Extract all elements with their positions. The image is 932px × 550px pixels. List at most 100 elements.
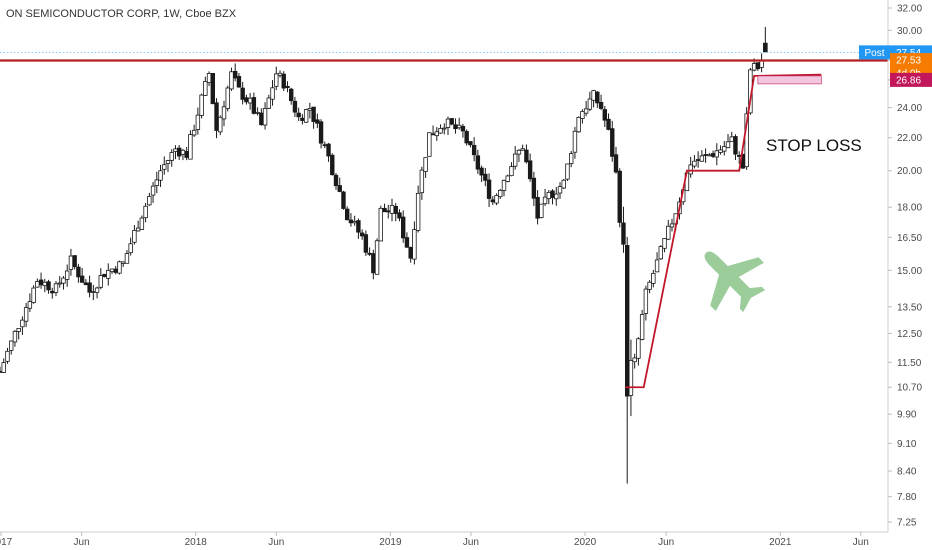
candle-body bbox=[285, 85, 290, 88]
time-tick-label: Jun bbox=[74, 537, 90, 548]
candle-body bbox=[442, 127, 447, 130]
candle-body bbox=[378, 207, 383, 242]
candle-body bbox=[169, 152, 174, 161]
candle-body bbox=[610, 128, 615, 157]
candle-body bbox=[333, 174, 339, 187]
candle-body bbox=[20, 319, 25, 328]
candle-body bbox=[412, 229, 417, 260]
candle-body bbox=[83, 282, 89, 285]
candle-body bbox=[707, 154, 712, 157]
candle-body bbox=[520, 148, 525, 151]
candle-body bbox=[621, 222, 626, 245]
candle-body bbox=[337, 185, 342, 192]
candle-body bbox=[430, 133, 436, 136]
candle-body bbox=[0, 371, 3, 373]
airplane-icon bbox=[704, 251, 766, 313]
candle-body bbox=[479, 167, 484, 176]
candle-body bbox=[262, 108, 268, 126]
candle-body bbox=[344, 208, 350, 221]
candle-body bbox=[76, 266, 81, 278]
candle-body bbox=[658, 246, 663, 260]
candle-body bbox=[580, 111, 585, 119]
candle-body bbox=[751, 63, 757, 71]
price-tick-label: 24.00 bbox=[897, 103, 922, 114]
candle-body bbox=[57, 282, 62, 285]
candle-body bbox=[12, 330, 18, 343]
candle-body bbox=[527, 160, 533, 180]
candle-body bbox=[513, 153, 518, 167]
candle-body bbox=[662, 238, 667, 249]
candle-body bbox=[692, 160, 697, 167]
stop-price-value: 26.86 bbox=[896, 75, 921, 86]
candle-body bbox=[46, 281, 51, 291]
candle-body bbox=[109, 268, 115, 272]
candle-body bbox=[232, 70, 238, 79]
candle-body bbox=[524, 149, 529, 163]
candle-body bbox=[229, 71, 234, 90]
candle-body bbox=[359, 232, 365, 237]
candle-body bbox=[408, 246, 413, 259]
candle-body bbox=[666, 225, 671, 240]
price-tick-label: 30.00 bbox=[897, 26, 922, 37]
candle-body bbox=[498, 189, 503, 198]
candle-body bbox=[38, 279, 44, 286]
candle-body bbox=[135, 227, 141, 232]
candle-body bbox=[251, 97, 257, 114]
candle-body bbox=[501, 179, 507, 191]
candle-body bbox=[434, 131, 439, 137]
last-price-value: 27.53 bbox=[896, 56, 921, 67]
candle-body bbox=[296, 112, 301, 118]
candle-body bbox=[23, 307, 29, 322]
candle-body bbox=[572, 130, 578, 153]
candle-body bbox=[53, 283, 59, 293]
candle-body bbox=[322, 144, 327, 147]
candle-body bbox=[281, 73, 286, 89]
price-tick-label: 22.00 bbox=[897, 133, 922, 144]
candle-body bbox=[356, 220, 361, 233]
candle-body bbox=[348, 219, 354, 224]
candle-body bbox=[576, 116, 581, 133]
candle-body bbox=[121, 261, 126, 264]
time-tick-label: 2017 bbox=[0, 537, 13, 548]
candle-body bbox=[625, 245, 630, 397]
candle-body bbox=[695, 159, 701, 161]
candle-body bbox=[763, 42, 768, 53]
time-axis[interactable]: 2017 Jun 2018 Jun 2019 Jun 2020 Jun 2021 Jun bbox=[0, 531, 888, 548]
candle-body bbox=[561, 179, 566, 189]
candle-body bbox=[483, 173, 488, 181]
candle-body bbox=[456, 124, 462, 129]
candle-body bbox=[598, 102, 604, 109]
candle-body bbox=[218, 116, 223, 133]
candle-body bbox=[307, 108, 313, 111]
candle-body bbox=[531, 177, 537, 199]
candle-body bbox=[94, 287, 100, 293]
candle-body bbox=[150, 185, 156, 196]
candle-body bbox=[718, 149, 723, 153]
price-axis[interactable]: 32.0030.0027.5326.0024.0022.0020.0018.00… bbox=[887, 0, 922, 532]
price-tick-label: 11.50 bbox=[897, 358, 922, 369]
stop-loss-box bbox=[757, 75, 822, 85]
candle-body bbox=[311, 106, 316, 122]
candle-body bbox=[132, 230, 137, 243]
candle-body bbox=[35, 281, 40, 288]
price-tick-label: 12.50 bbox=[897, 329, 922, 340]
candle-body bbox=[277, 72, 283, 76]
candle-body bbox=[191, 129, 197, 136]
candle-body bbox=[550, 190, 555, 198]
airplane-shape bbox=[704, 251, 766, 313]
candle-body bbox=[247, 97, 253, 104]
candle-body bbox=[106, 269, 111, 279]
candle-body bbox=[274, 73, 279, 87]
candle-body bbox=[199, 94, 204, 116]
candle-body bbox=[244, 97, 249, 103]
candle-body bbox=[147, 196, 152, 206]
candle-body bbox=[688, 164, 693, 175]
candle-body bbox=[79, 275, 85, 283]
candle-body bbox=[554, 193, 559, 200]
candle-body bbox=[606, 118, 611, 130]
candle-body bbox=[154, 179, 159, 186]
post-tag-box bbox=[859, 45, 890, 60]
candle-body bbox=[72, 255, 77, 268]
time-tick-label: Jun bbox=[463, 537, 479, 548]
